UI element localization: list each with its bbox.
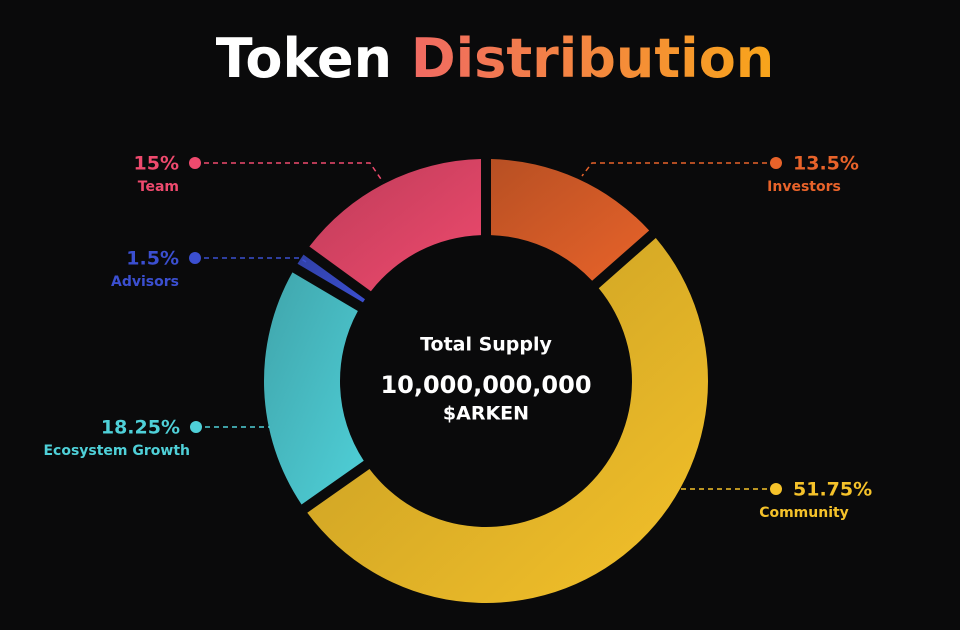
value-label: 1.5% xyxy=(126,248,179,270)
value-label: 15% xyxy=(134,153,179,175)
value-label: 13.5% xyxy=(793,153,859,175)
category-label: Community xyxy=(759,505,849,521)
label-dot xyxy=(770,483,782,495)
category-label: Advisors xyxy=(111,274,179,290)
label-dot xyxy=(189,252,201,264)
label-dot xyxy=(770,157,782,169)
label-dot xyxy=(189,157,201,169)
title-word: Token xyxy=(216,27,392,90)
center-title: Total Supply xyxy=(420,334,552,356)
category-label: Investors xyxy=(767,179,841,195)
category-label: Ecosystem Growth xyxy=(43,443,190,459)
leader-line xyxy=(581,162,776,177)
total-supply: 10,000,000,000 xyxy=(380,371,591,399)
donut-segment xyxy=(490,159,650,281)
donut-segment xyxy=(309,159,482,292)
category-label: Team xyxy=(138,179,179,195)
title-word: Distribution xyxy=(411,27,774,90)
chart-title: Token Distribution xyxy=(216,27,775,90)
value-label: 51.75% xyxy=(793,479,872,501)
donut-segment xyxy=(307,237,709,604)
leader-line xyxy=(195,162,384,183)
donut-segment xyxy=(264,272,364,505)
leader-line xyxy=(195,257,307,263)
value-label: 18.25% xyxy=(101,417,180,439)
donut-segment xyxy=(297,254,366,303)
label-dot xyxy=(190,421,202,433)
unit: $ARKEN xyxy=(443,403,529,425)
